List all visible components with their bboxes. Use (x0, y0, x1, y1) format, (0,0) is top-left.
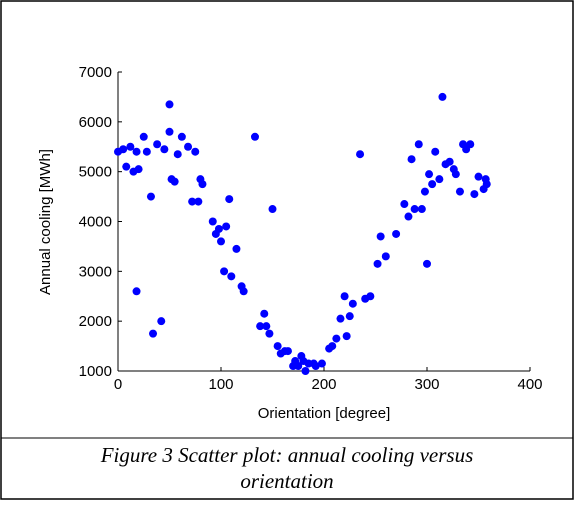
point (417, 205, 426, 214)
point (170, 177, 179, 186)
point (340, 292, 349, 301)
point (404, 212, 413, 221)
point (470, 190, 479, 199)
point (342, 332, 351, 341)
y-axis-label: Annual cooling [MWh] (37, 149, 54, 295)
point (184, 142, 193, 151)
point (134, 165, 143, 174)
point (345, 312, 354, 321)
point (165, 127, 174, 136)
y-tick-label: 5000 (79, 164, 112, 181)
point (301, 367, 310, 375)
point (482, 180, 491, 189)
x-tick-label: 300 (414, 376, 439, 393)
point (149, 329, 158, 338)
point (431, 147, 440, 156)
point (273, 342, 282, 351)
point (157, 317, 166, 326)
point (132, 287, 141, 296)
point (139, 132, 148, 141)
point (160, 145, 169, 154)
point (227, 272, 236, 281)
point (283, 347, 292, 356)
point (435, 175, 444, 184)
point (260, 309, 269, 318)
x-tick-label: 400 (517, 376, 542, 393)
point (420, 187, 429, 196)
point (410, 205, 419, 214)
point (414, 140, 423, 149)
point (165, 100, 174, 109)
x-tick-label: 100 (208, 376, 233, 393)
point (214, 224, 223, 233)
point (177, 132, 186, 141)
point (311, 362, 320, 371)
point (142, 147, 151, 156)
y-tick-label: 6000 (79, 114, 112, 131)
point (217, 237, 225, 246)
x-axis-label: Orientation [degree] (258, 405, 391, 422)
y-tick-label: 2000 (79, 313, 112, 330)
point (474, 172, 483, 181)
point (222, 222, 231, 231)
point (225, 195, 234, 204)
point (438, 92, 447, 101)
point (198, 180, 207, 189)
point (466, 140, 475, 149)
point (451, 170, 460, 179)
point (122, 162, 131, 171)
point (373, 259, 382, 268)
point (356, 150, 365, 159)
point (348, 299, 357, 308)
point (126, 142, 135, 151)
point (294, 362, 303, 371)
point (250, 132, 259, 141)
point (332, 334, 341, 343)
y-tick-label: 7000 (79, 64, 112, 81)
point (265, 329, 274, 338)
y-tick-label: 4000 (79, 214, 112, 231)
point (119, 145, 128, 154)
point (208, 217, 217, 226)
point (188, 197, 197, 206)
point (455, 187, 464, 196)
x-tick-label: 0 (114, 376, 122, 393)
point (366, 292, 375, 301)
point (220, 267, 229, 276)
point (268, 205, 277, 214)
point (191, 147, 200, 156)
point (194, 197, 203, 206)
point (239, 287, 248, 296)
point (423, 259, 431, 268)
point (392, 229, 401, 238)
point (400, 200, 409, 209)
x-tick-label: 200 (311, 376, 336, 393)
point (173, 150, 182, 159)
point (146, 192, 155, 201)
point (132, 147, 141, 156)
point (376, 232, 385, 241)
y-tick-label: 3000 (79, 263, 112, 280)
point (445, 157, 454, 166)
point (428, 180, 437, 189)
point (153, 140, 162, 149)
point (381, 252, 390, 261)
point (232, 244, 241, 253)
point (336, 314, 345, 323)
y-tick-label: 1000 (79, 363, 112, 380)
caption: Figure 3 Scatter plot: annual cooling ve… (100, 443, 474, 493)
point (407, 155, 416, 164)
point (256, 322, 265, 331)
point (328, 342, 337, 351)
point (425, 170, 434, 179)
point (262, 322, 271, 331)
point (317, 359, 326, 368)
